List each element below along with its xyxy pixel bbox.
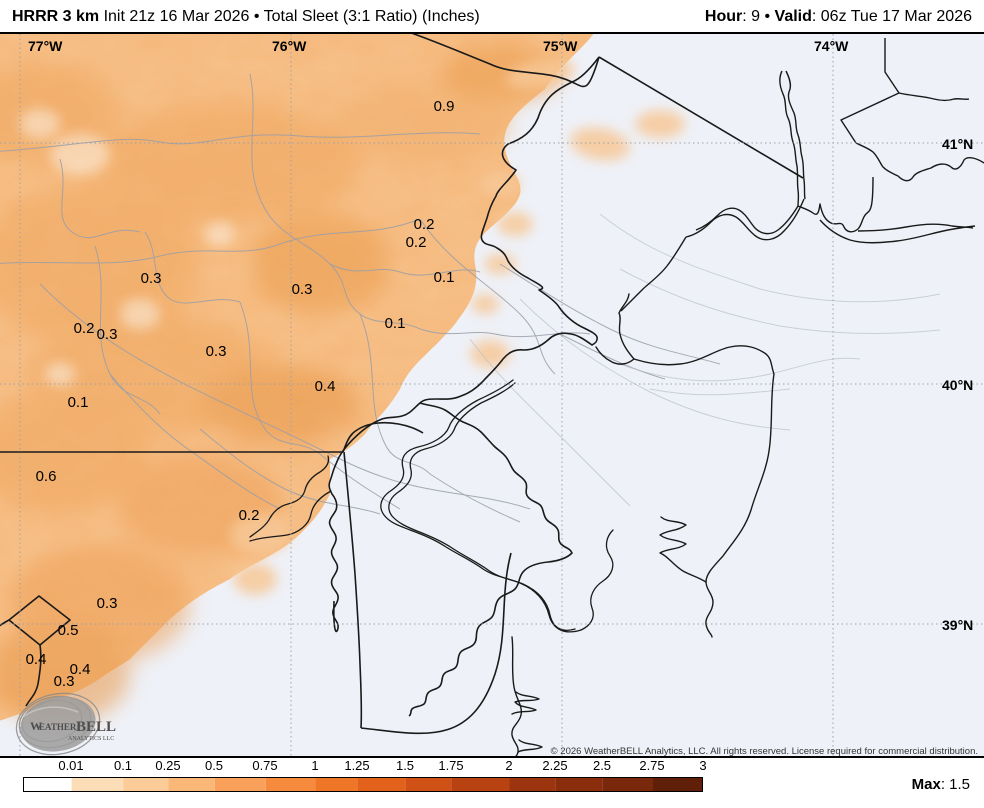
svg-text:ANALYTICS LLC: ANALYTICS LLC <box>68 736 114 742</box>
svg-text:BELL: BELL <box>76 719 116 735</box>
svg-text:EATHER: EATHER <box>39 722 77 732</box>
